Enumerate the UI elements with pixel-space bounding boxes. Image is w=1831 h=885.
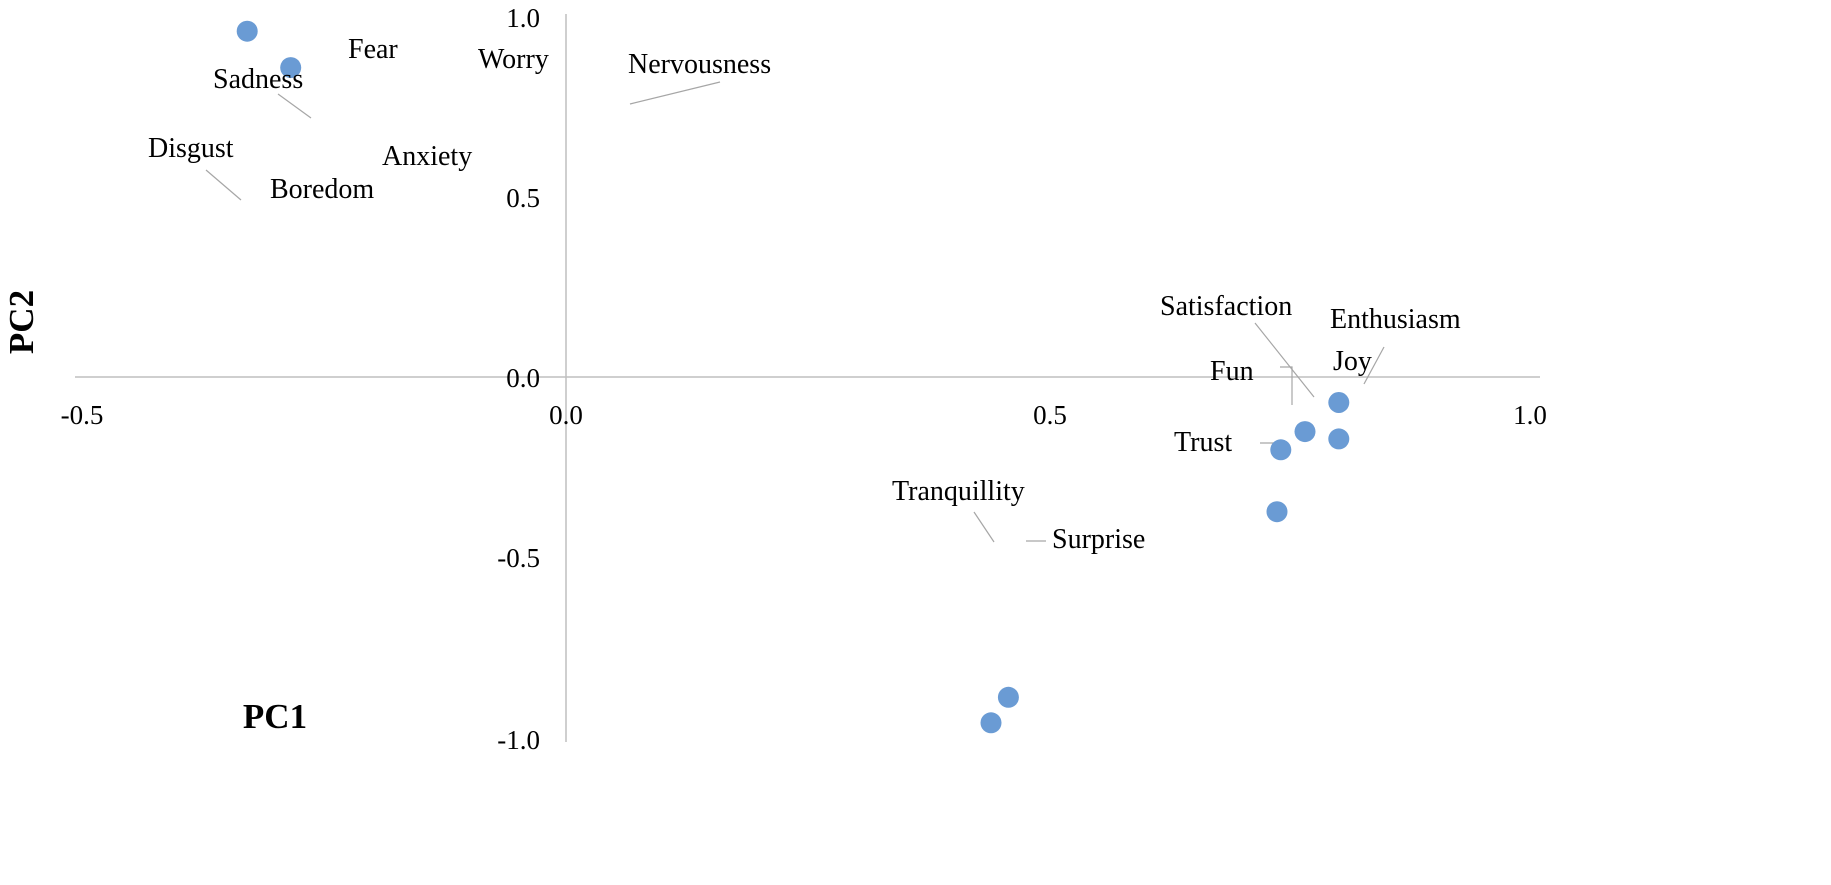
point-joy <box>1328 428 1350 450</box>
point-fun <box>1270 439 1292 461</box>
point-label-anxiety: Anxiety <box>382 141 472 172</box>
x-tick-label: 0.5 <box>1033 400 1067 430</box>
point-label-tranquillity: Tranquillity <box>892 476 1025 507</box>
point-label-surprise: Surprise <box>1052 524 1145 555</box>
y-tick-label: -0.5 <box>497 543 540 573</box>
x-tick-label: 1.0 <box>1513 400 1547 430</box>
y-tick-label: 1.0 <box>506 3 540 33</box>
leader-line-fun <box>1280 366 1293 405</box>
leader-line-disgust <box>205 169 242 201</box>
point-surprise <box>997 686 1019 708</box>
point-label-fun: Fun <box>1210 356 1254 387</box>
point-trust <box>1266 501 1288 523</box>
leader-line-sadness <box>277 93 312 119</box>
point-label-trust: Trust <box>1174 427 1232 458</box>
point-tranquillity <box>980 712 1002 734</box>
point-label-enthusiasm: Enthusiasm <box>1330 304 1461 335</box>
point-satisfaction <box>1294 421 1316 443</box>
x-tick-label: -0.5 <box>61 400 104 430</box>
point-labels: Sadness Fear Anxiety Worry Nervousness Disgus… <box>148 34 1461 555</box>
leader-lines <box>205 81 1385 543</box>
leader-line-tranquillity <box>973 511 995 543</box>
point-label-satisfaction: Satisfaction <box>1160 291 1292 322</box>
data-points <box>236 20 1350 734</box>
leader-line-enthusiasm <box>1363 346 1385 385</box>
point-label-boredom: Boredom <box>270 174 374 205</box>
y-tick-label: 0.0 <box>506 363 540 393</box>
point-label-nervousness: Nervousness <box>628 49 771 80</box>
leader-line-satisfaction <box>1254 322 1315 398</box>
x-axis-title: PC1 <box>243 697 307 736</box>
point-label-worry: Worry <box>478 44 549 75</box>
x-tick-label: 0.0 <box>549 400 583 430</box>
point-enthusiasm <box>1328 392 1350 413</box>
point-label-sadness: Sadness <box>213 64 303 95</box>
y-tick-label: -1.0 <box>497 725 540 755</box>
point-label-disgust: Disgust <box>148 133 234 164</box>
point-label-fear: Fear <box>348 34 398 65</box>
leader-line-nervousness <box>629 81 721 105</box>
y-tick-label: 0.5 <box>506 183 540 213</box>
y-axis-title: PC2 <box>2 290 41 354</box>
point-disgust <box>236 20 258 42</box>
point-boredom <box>280 57 302 79</box>
point-label-joy: Joy <box>1333 346 1372 377</box>
